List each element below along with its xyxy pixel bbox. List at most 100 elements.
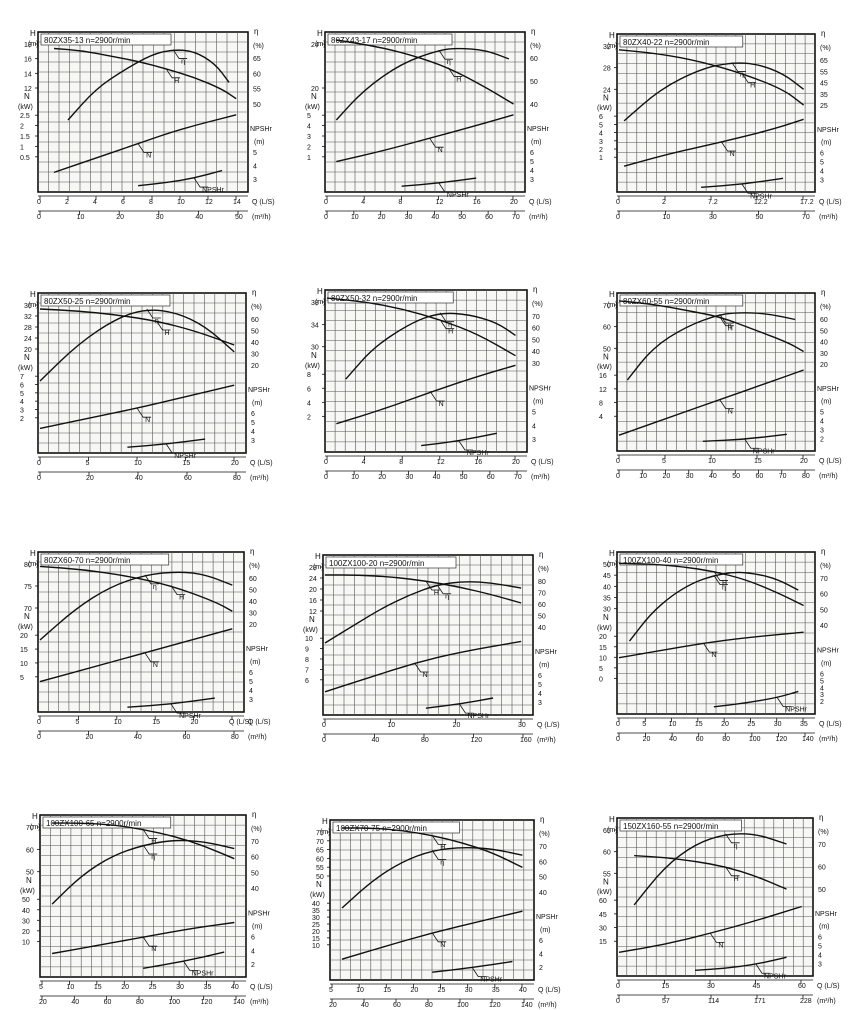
h-tick-label: 70 (24, 606, 32, 613)
chart-title-box (327, 33, 453, 46)
curve-label-leader (436, 584, 452, 595)
n-tick-label: 2 (20, 416, 24, 423)
curve-eta (633, 833, 787, 906)
npshr-tick-label: 5 (820, 678, 824, 685)
n-tick-label: 6 (307, 386, 311, 393)
eta-tick-label: 50 (253, 102, 261, 109)
npshr-tick-label: 5 (530, 159, 534, 166)
chart-grid (330, 820, 534, 980)
h-tick-label: 28 (309, 565, 317, 572)
q-ls-tick-label: 20 (800, 458, 808, 465)
curve-n (341, 910, 523, 960)
n-axis-name: N (311, 92, 317, 101)
n-axis-unit: (kW) (305, 104, 320, 111)
h-axis-unit: (m) (607, 302, 618, 309)
h-tick-label: 70 (26, 825, 34, 832)
h-tick-label: 40 (603, 584, 611, 591)
chart-grid (38, 552, 244, 712)
n-tick-label: 15 (312, 936, 320, 943)
npshr-tick-label: 6 (249, 670, 253, 677)
h-tick-label: 50 (603, 562, 611, 569)
q-m3h-tick-label: 80 (722, 736, 730, 743)
eta-tick-label: 60 (530, 56, 538, 63)
n-tick-label: 10 (20, 661, 28, 668)
curve-label-eta: η (722, 584, 726, 591)
q-ls-tick-label: 12 (436, 199, 444, 206)
q-m3h-tick-label: 20 (86, 734, 94, 741)
eta-tick-label: 30 (820, 351, 828, 358)
n-tick-label: 1.5 (20, 134, 30, 141)
h-tick-label: 35 (603, 596, 611, 603)
n-tick-label: 12 (599, 387, 607, 394)
chart-title: 100ZX100-40 n=2900r/min (623, 556, 718, 565)
curve-eta (39, 571, 233, 641)
q-ls-tick-label: 10 (387, 722, 395, 729)
n-tick-label: 45 (599, 912, 607, 919)
q-ls-tick-label: 10 (669, 721, 677, 728)
curve-h (634, 854, 787, 890)
eta-axis-name: η (821, 288, 825, 297)
npshr-axis-name: NPSHr (817, 386, 839, 393)
q-ls-tick-label: 5 (39, 984, 43, 991)
eta-axis-unit: (%) (251, 304, 262, 311)
q-m3h-tick-label: 50 (458, 214, 466, 221)
q-ls-tick-label: 20 (453, 722, 461, 729)
n-axis-unit: (kW) (597, 105, 612, 112)
eta-axis-unit: (%) (820, 45, 831, 52)
curve-label-eta: η (445, 594, 449, 601)
curve-eta (623, 62, 805, 122)
chart-grid (38, 293, 246, 453)
q-ls-axis-unit: Q (L/S) (248, 719, 271, 726)
eta-tick-label: 70 (818, 842, 826, 849)
curve-label-npshr: NPSHr (174, 453, 196, 460)
n-axis-unit: (kW) (20, 888, 35, 895)
curve-label-leader (741, 184, 757, 194)
q-m3h-tick-label: 0 (616, 998, 620, 1005)
curve-label-leader (414, 662, 429, 673)
q-m3h-tick-label: 50 (732, 473, 740, 480)
q-ls-tick-label: 40 (519, 987, 527, 994)
n-tick-label: 16 (599, 373, 607, 380)
h-axis-name: H (317, 287, 323, 296)
curve-label-leader (447, 67, 463, 77)
n-tick-label: 20 (22, 929, 30, 936)
n-tick-label: 20 (312, 929, 320, 936)
eta-axis-name: η (819, 813, 823, 822)
curve-npshr (425, 697, 494, 709)
curve-label-leader (193, 177, 209, 188)
q-ls-tick-label: 60 (798, 983, 806, 990)
n-tick-label: 5 (307, 113, 311, 120)
curve-label-npshr: NPSHr (192, 970, 214, 977)
curve-label-npshr: NPSHr (764, 973, 786, 980)
q-m3h-tick-label: 80 (802, 473, 810, 480)
chart-title: 100ZX100-20 n=2900r/min (329, 559, 424, 568)
eta-tick-label: 50 (820, 328, 828, 335)
curve-npshr (432, 960, 513, 973)
chart-title: 80ZX40-22 n=2900r/min (623, 38, 710, 47)
curve-eta (628, 571, 799, 642)
n-tick-label: 40 (22, 908, 30, 915)
q-m3h-tick-label: 10 (351, 474, 359, 481)
eta-tick-label: 55 (820, 69, 828, 76)
curve-npshr (138, 169, 223, 187)
npshr-tick-label: 4 (820, 168, 824, 175)
q-m3h-tick-label: 40 (361, 1002, 369, 1009)
chart-title: 80ZX60-70 n=2900r/min (44, 556, 131, 565)
npshr-tick-label: 3 (530, 177, 534, 184)
curve-n (53, 114, 237, 174)
q-m3h-tick-label: 80 (425, 1002, 433, 1009)
h-axis-unit: (m) (28, 41, 39, 48)
n-tick-label: 2 (307, 144, 311, 151)
h-tick-label: 50 (26, 870, 34, 877)
q-m3h-tick-label: 0 (616, 214, 620, 221)
q-m3h-tick-label: 0 (616, 473, 620, 480)
q-m3h-axis-unit: (m³/h) (819, 214, 838, 221)
q-m3h-tick-label: 171 (754, 998, 766, 1005)
q-ls-tick-label: 20 (191, 719, 199, 726)
q-m3h-axis-unit: (m³/h) (250, 475, 269, 482)
eta-tick-label: 80 (538, 579, 546, 586)
